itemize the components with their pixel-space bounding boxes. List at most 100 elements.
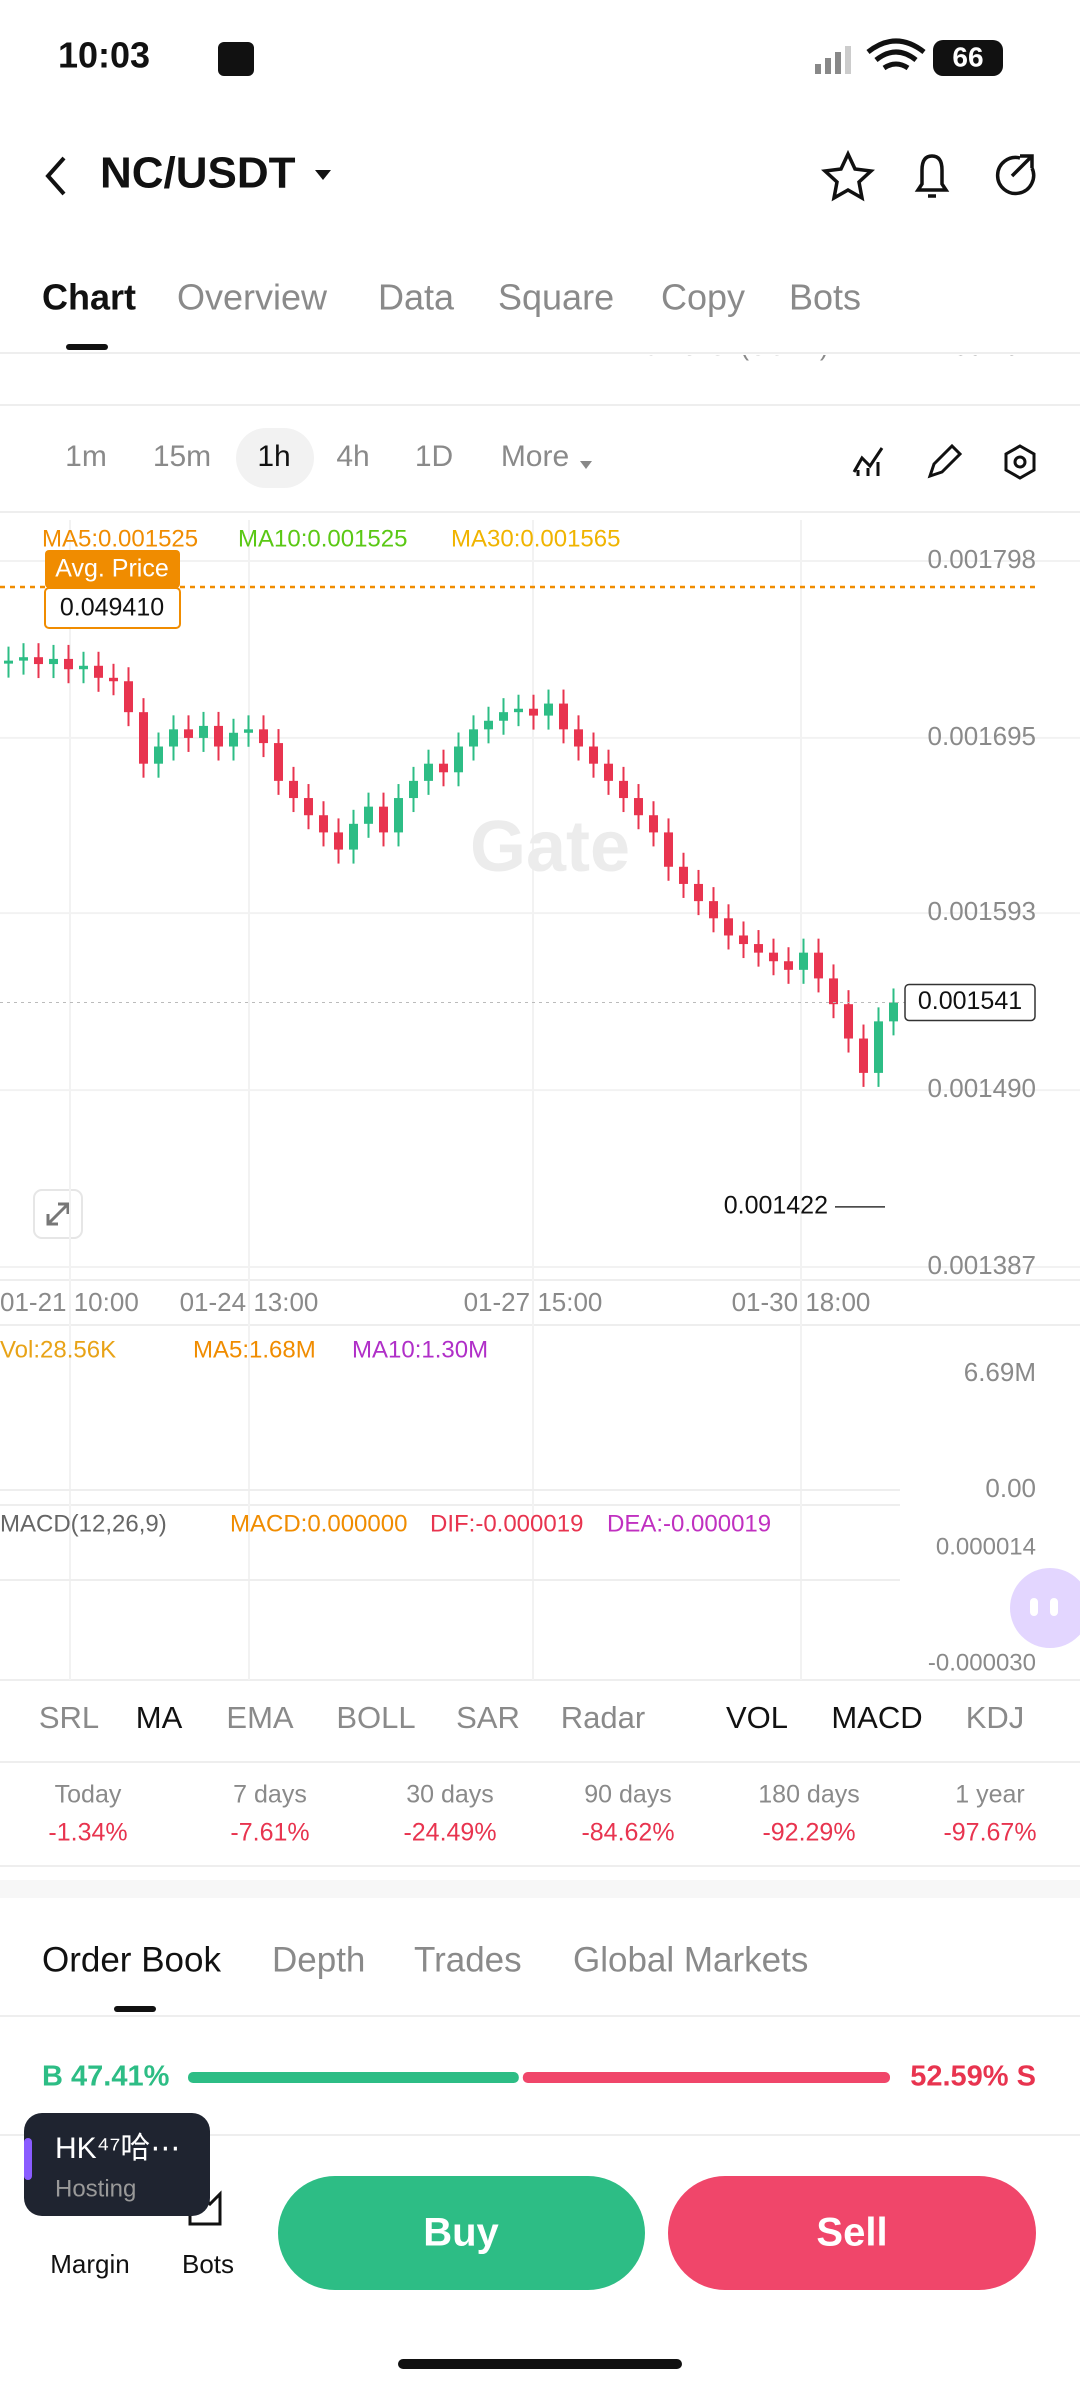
info-label: 24h Turnover (USDT)	[580, 331, 829, 361]
buy-button[interactable]	[278, 2176, 645, 2290]
candle	[94, 665, 103, 678]
candle	[514, 708, 523, 713]
candle	[619, 780, 628, 799]
candle	[559, 703, 568, 730]
tab[interactable]: Square	[498, 277, 614, 318]
candle	[634, 798, 643, 816]
candle	[244, 729, 253, 733]
share-button[interactable]	[995, 154, 1036, 196]
candle	[499, 712, 508, 721]
indicator-tab[interactable]: KDJ	[966, 1700, 1025, 1735]
indicator-tab[interactable]: VOL	[726, 1700, 788, 1735]
period-label: Today	[55, 1781, 122, 1809]
info-ai: AI	[42, 331, 67, 361]
candle	[754, 944, 763, 953]
candle	[439, 763, 448, 773]
period-label: 1 year	[955, 1781, 1024, 1809]
candle	[739, 935, 748, 945]
tab[interactable]: Bots	[789, 277, 861, 318]
period-change: -7.61%	[230, 1819, 309, 1847]
indicator-tab[interactable]: MA	[136, 1700, 183, 1735]
macd-axis: 0.000014	[936, 1533, 1036, 1560]
draw-button[interactable]	[927, 443, 963, 479]
order-tab[interactable]: Order Book	[42, 1940, 221, 1979]
sell-label[interactable]: Sell	[816, 2211, 887, 2255]
alert-button[interactable]	[914, 154, 950, 198]
bots-label[interactable]: Bots	[182, 2249, 234, 2279]
pair-title[interactable]: NC/USDT	[100, 149, 296, 198]
y-tick-label: 0.001593	[928, 896, 1036, 926]
candle	[64, 658, 73, 670]
indicator-tab[interactable]: SRL	[39, 1700, 99, 1735]
signal	[815, 46, 851, 74]
candle	[769, 952, 778, 962]
candle	[529, 708, 538, 716]
candle	[229, 732, 238, 747]
watermark: Gate	[470, 807, 630, 887]
candle	[784, 961, 793, 970]
battery-level: 66	[952, 41, 983, 72]
sell-button[interactable]	[668, 2176, 1036, 2290]
ma-legend: MA10:0.001525	[238, 525, 407, 552]
margin-label[interactable]: Margin	[50, 2249, 129, 2279]
tab[interactable]: Copy	[661, 277, 745, 318]
tab[interactable]: Chart	[42, 277, 136, 318]
candle	[679, 866, 688, 884]
back-button[interactable]	[45, 156, 66, 196]
settings-button[interactable]	[1004, 444, 1036, 480]
hosting-card[interactable]	[24, 2113, 210, 2216]
buy-label[interactable]: Buy	[423, 2211, 499, 2255]
favorite-button[interactable]	[821, 149, 875, 202]
volume-axis: 0.00	[985, 1473, 1036, 1503]
order-tab[interactable]: Trades	[414, 1940, 522, 1979]
candle	[259, 729, 268, 744]
candle	[199, 725, 208, 738]
candle	[859, 1038, 868, 1073]
interval[interactable]: 1D	[415, 440, 453, 473]
interval[interactable]: More	[501, 440, 569, 473]
order-tab[interactable]: Global Markets	[573, 1940, 808, 1979]
last-price-box	[904, 983, 1036, 1022]
info-row: AI 24h Turnover (USDT) 58.26K	[42, 331, 1037, 361]
candle	[79, 665, 88, 670]
interval[interactable]: 15m	[153, 440, 211, 473]
macd-legend: DIF:-0.000019	[430, 1510, 583, 1537]
interval[interactable]: 1h	[257, 440, 290, 473]
candle	[889, 1002, 898, 1022]
indicator-button[interactable]	[852, 447, 884, 476]
assistant-bubble[interactable]	[1010, 1568, 1080, 1648]
more-caret[interactable]	[580, 461, 592, 469]
indicator-tab[interactable]: BOLL	[336, 1700, 415, 1735]
period-label: 90 days	[584, 1781, 672, 1809]
wifi	[866, 38, 926, 71]
indicator-tab[interactable]: Radar	[561, 1700, 645, 1735]
hosting-accent	[24, 2138, 32, 2180]
candle	[334, 832, 343, 850]
avg-price-box	[44, 587, 181, 629]
candle	[424, 763, 433, 781]
candle	[694, 883, 703, 902]
tab[interactable]: Overview	[177, 277, 328, 318]
hosting-sub: Hosting	[55, 2175, 136, 2202]
interval[interactable]: 4h	[336, 440, 369, 473]
period-change: -97.67%	[943, 1819, 1036, 1847]
candle	[649, 815, 658, 833]
sell-ratio-bar	[522, 2072, 890, 2083]
tab[interactable]: Data	[378, 277, 455, 318]
avg-price-value: 0.049410	[60, 594, 164, 622]
volume-axis: 6.69M	[964, 1357, 1036, 1387]
expand-icon	[46, 1202, 70, 1226]
indicator-tab[interactable]: EMA	[226, 1700, 294, 1735]
hosting-title: HK⁴⁷哈⋯	[55, 2132, 180, 2165]
order-tab[interactable]: Depth	[272, 1940, 365, 1979]
interval[interactable]: 1m	[65, 440, 107, 473]
indicator-tab[interactable]: SAR	[456, 1700, 520, 1735]
candle	[874, 1021, 883, 1073]
pair-caret[interactable]	[315, 170, 331, 180]
app-icon	[218, 42, 254, 76]
candle	[4, 660, 13, 664]
candle	[604, 763, 613, 781]
indicator-tab[interactable]: MACD	[831, 1700, 922, 1735]
period-change: -1.34%	[48, 1819, 127, 1847]
